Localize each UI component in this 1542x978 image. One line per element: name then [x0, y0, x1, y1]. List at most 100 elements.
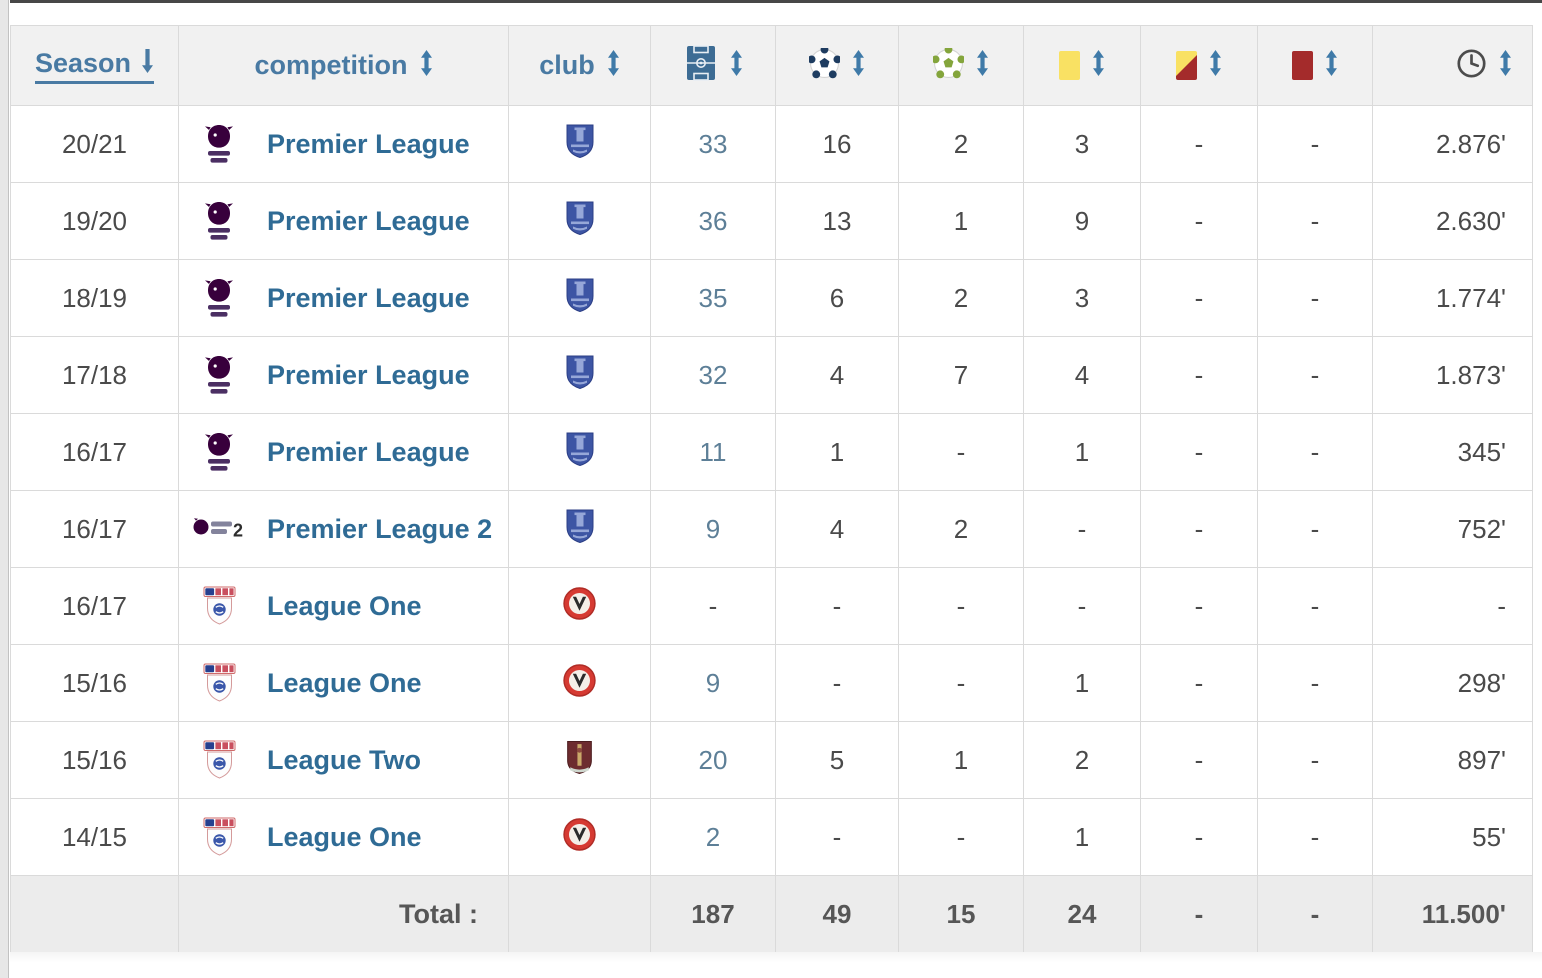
competition-link[interactable]: League One [267, 590, 422, 621]
assists-cell: 2 [898, 490, 1024, 568]
efl-league-badge [193, 817, 245, 858]
everton-crest[interactable] [565, 431, 595, 468]
table-row: 16/17 League One - - - - - - - [10, 567, 1533, 645]
sheffield-united-crest[interactable] [563, 664, 596, 697]
appearances-value[interactable]: 11 [699, 436, 727, 467]
premier-league-logo [193, 123, 245, 165]
everton-crest[interactable] [565, 354, 595, 391]
updown-sort-icon[interactable] [607, 50, 620, 81]
red-cards-value: - [1310, 128, 1320, 159]
sheffield-united-crest[interactable] [563, 587, 596, 620]
competition-link[interactable]: League One [267, 667, 422, 698]
season-column-header: Season [10, 25, 179, 106]
appearances-value[interactable]: 33 [698, 128, 728, 159]
competition-link[interactable]: Premier League 2 [267, 513, 493, 544]
competition-link[interactable]: Premier League [267, 436, 470, 467]
updown-sort-icon[interactable] [976, 50, 989, 81]
red-cards-cell: - [1257, 259, 1373, 337]
second-yellow-cards-value: - [1194, 667, 1204, 698]
season-value: 15/16 [61, 667, 128, 698]
competition-cell: Premier League [178, 182, 509, 260]
updown-sort-icon[interactable] [1092, 50, 1105, 81]
club-cell [508, 413, 651, 491]
updown-sort-icon[interactable] [420, 50, 433, 81]
goals-cell: 13 [775, 182, 899, 260]
club-cell [508, 259, 651, 337]
minutes-value: - [1497, 590, 1506, 621]
appearances-cell: 32 [650, 336, 776, 414]
minutes-cell: 345' [1372, 413, 1533, 491]
appearances-value[interactable]: 2 [705, 821, 721, 852]
updown-sort-icon[interactable] [1209, 50, 1222, 81]
minutes-column-header [1372, 25, 1533, 106]
minutes-value: 55' [1472, 821, 1506, 852]
appearances-value[interactable]: - [708, 590, 718, 621]
minutes-value: 897' [1457, 744, 1506, 775]
competition-link[interactable]: League Two [267, 744, 422, 775]
sheffield-united-crest[interactable] [563, 818, 596, 851]
assists-value: - [956, 821, 966, 852]
season-sort-link[interactable]: Season [34, 48, 155, 84]
club-cell [508, 721, 651, 799]
competition-cell: Premier League [178, 336, 509, 414]
updown-sort-icon[interactable] [1325, 50, 1338, 81]
yellow-cards-cell: 1 [1023, 413, 1141, 491]
competition-link[interactable]: Premier League [267, 359, 470, 390]
appearances-value[interactable]: 9 [705, 667, 721, 698]
season-cell: 18/19 [10, 259, 179, 337]
season-cell: 14/15 [10, 798, 179, 876]
appearances-value[interactable]: 35 [698, 282, 728, 313]
red-cards-value: - [1310, 282, 1320, 313]
red-cards-value: - [1310, 205, 1320, 236]
total-second-yellow-cards: - [1140, 875, 1258, 953]
appearances-cell: 9 [650, 644, 776, 722]
yellow-cards-cell: 9 [1023, 182, 1141, 260]
red-cards-value: - [1310, 436, 1320, 467]
red-card-icon [1292, 51, 1313, 80]
goals-cell: 4 [775, 336, 899, 414]
second-yellow-cards-cell: - [1140, 182, 1258, 260]
club-sort-link[interactable]: club [539, 50, 595, 80]
season-value: 16/17 [61, 590, 128, 621]
appearances-cell: 36 [650, 182, 776, 260]
appearances-value[interactable]: 20 [698, 744, 728, 775]
season-cell: 20/21 [10, 105, 179, 183]
total-goals: 49 [775, 875, 899, 953]
second-yellow-cards-column-header [1140, 25, 1258, 106]
yellow-cards-value: 1 [1074, 667, 1090, 698]
assists-value: 1 [953, 744, 969, 775]
club-cell [508, 336, 651, 414]
updown-sort-icon[interactable] [852, 50, 865, 81]
appearances-value[interactable]: 36 [698, 205, 728, 236]
second-yellow-cards-value: - [1194, 282, 1204, 313]
competition-sort-link[interactable]: competition [254, 50, 408, 80]
everton-crest[interactable] [565, 123, 595, 160]
competition-cell: League Two [178, 721, 509, 799]
appearances-cell: 20 [650, 721, 776, 799]
assists-value: 7 [953, 359, 969, 390]
everton-crest[interactable] [565, 200, 595, 237]
club-cell [508, 798, 651, 876]
everton-crest[interactable] [565, 508, 595, 545]
competition-link[interactable]: Premier League [267, 128, 470, 159]
player-season-stats-table: Season competition club [10, 25, 1533, 953]
appearances-cell: 9 [650, 490, 776, 568]
everton-crest[interactable] [565, 277, 595, 314]
goals-column-header [775, 25, 899, 106]
red-cards-value: - [1310, 744, 1320, 775]
competition-link[interactable]: Premier League [267, 205, 470, 236]
clock-icon [1456, 48, 1487, 84]
efl-league-badge [193, 740, 245, 781]
northampton-crest[interactable] [566, 740, 593, 775]
updown-sort-icon[interactable] [1499, 50, 1512, 81]
yellow-cards-column-header [1023, 25, 1141, 106]
appearances-value[interactable]: 9 [705, 513, 721, 544]
appearances-value[interactable]: 32 [698, 359, 728, 390]
yellow-cards-cell: 1 [1023, 798, 1141, 876]
yellow-cards-cell: 2 [1023, 721, 1141, 799]
goals-value: 5 [829, 744, 845, 775]
competition-link[interactable]: Premier League [267, 282, 470, 313]
competition-link[interactable]: League One [267, 821, 422, 852]
table-row: 15/16 League Two 20 5 1 2 - - 897' [10, 721, 1533, 799]
updown-sort-icon[interactable] [730, 50, 743, 81]
